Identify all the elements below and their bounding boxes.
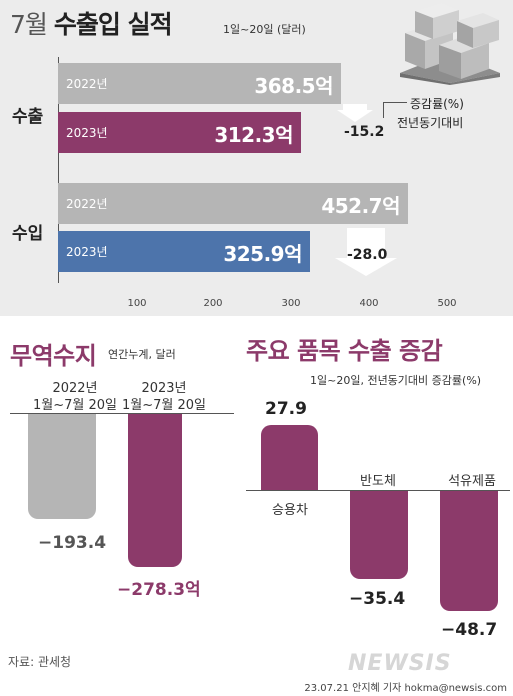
bar-value-label: 312.3억: [214, 123, 293, 147]
balance-bar1-year: 2022년: [52, 381, 98, 396]
x-tick-label: 500: [437, 298, 457, 309]
balance-bar-2023: [128, 414, 182, 567]
balance-bar2-period: 1월~7월 20일: [122, 398, 206, 413]
chip-value: −35.4: [349, 589, 406, 609]
balance-bar2-value: −278.3억: [117, 580, 201, 600]
title-month: 7월: [10, 10, 48, 39]
items-title: 주요 품목 수출 증감: [246, 337, 443, 365]
bar-value-label: 452.7억: [321, 194, 400, 218]
page-subtitle: 1일~20일 (달러): [223, 23, 306, 36]
chip-bar: [350, 491, 408, 579]
bar-value-label: 325.9억: [223, 242, 302, 266]
title-rest: 수출입 실적: [53, 10, 173, 39]
source-label: 자료: 관세청: [8, 655, 72, 669]
import-change-value: -28.0: [347, 247, 388, 263]
petro-label: 석유제품: [448, 474, 496, 489]
petro-value: −48.7: [441, 620, 498, 640]
legend-label: 전년동기대비: [397, 116, 464, 130]
items-subtitle: 1일~20일, 전년동기대비 증감률(%): [310, 374, 482, 387]
down-arrow-icon: [335, 228, 397, 276]
balance-unit: 연간누계, 달러: [108, 348, 176, 361]
cargo-boxes-icon: [400, 3, 500, 85]
import-label: 수입: [12, 224, 44, 244]
x-tick-label: 200: [203, 298, 223, 309]
balance-bar1-period: 1월~7월 20일: [33, 398, 117, 413]
bar-year-label: 2023년: [66, 126, 108, 140]
petro-bar: [440, 491, 498, 611]
bar-import-2023: 2023년 325.9억: [58, 231, 310, 272]
bar-year-label: 2022년: [66, 197, 108, 211]
car-label: 승용차: [272, 503, 308, 518]
legend-leader-line: [383, 102, 407, 103]
car-value: 27.9: [265, 399, 307, 419]
x-tick-label: 300: [281, 298, 301, 309]
y-axis-line: [58, 57, 59, 283]
balance-bar-2022: [28, 414, 96, 519]
down-arrow-icon: [337, 104, 373, 122]
x-tick-label: 100: [127, 298, 147, 309]
x-tick-label: 400: [359, 298, 379, 309]
chip-label: 반도체: [360, 474, 396, 489]
page-title: 7월 수출입 실적: [10, 5, 173, 41]
bar-year-label: 2023년: [66, 245, 108, 259]
credit-line: 23.07.21 안지혜 기자 hokma@newsis.com: [304, 683, 507, 694]
export-change-value: -15.2: [344, 124, 385, 140]
export-label: 수출: [12, 107, 44, 127]
bar-import-2022: 2022년 452.7억: [58, 183, 408, 224]
balance-baseline: [10, 413, 234, 414]
legend-label: 증감률(%): [410, 97, 464, 111]
items-baseline: [246, 490, 510, 491]
bar-value-label: 368.5억: [254, 74, 333, 98]
balance-bar1-value: −193.4: [38, 533, 107, 553]
bar-export-2023: 2023년 312.3억: [58, 112, 301, 153]
balance-bar2-year: 2023년: [141, 381, 187, 396]
bar-year-label: 2022년: [66, 77, 108, 91]
car-bar: [261, 425, 318, 490]
balance-title: 무역수지: [10, 342, 97, 370]
watermark-logo: NEWSIS: [348, 651, 452, 676]
legend-leader-line: [383, 102, 384, 118]
bar-export-2022: 2022년 368.5억: [58, 63, 341, 104]
